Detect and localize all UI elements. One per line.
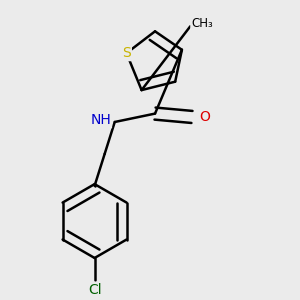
Text: CH₃: CH₃ [191, 17, 213, 30]
Text: O: O [199, 110, 210, 124]
Text: Cl: Cl [88, 283, 101, 297]
Text: NH: NH [90, 113, 111, 127]
Text: S: S [122, 46, 131, 60]
